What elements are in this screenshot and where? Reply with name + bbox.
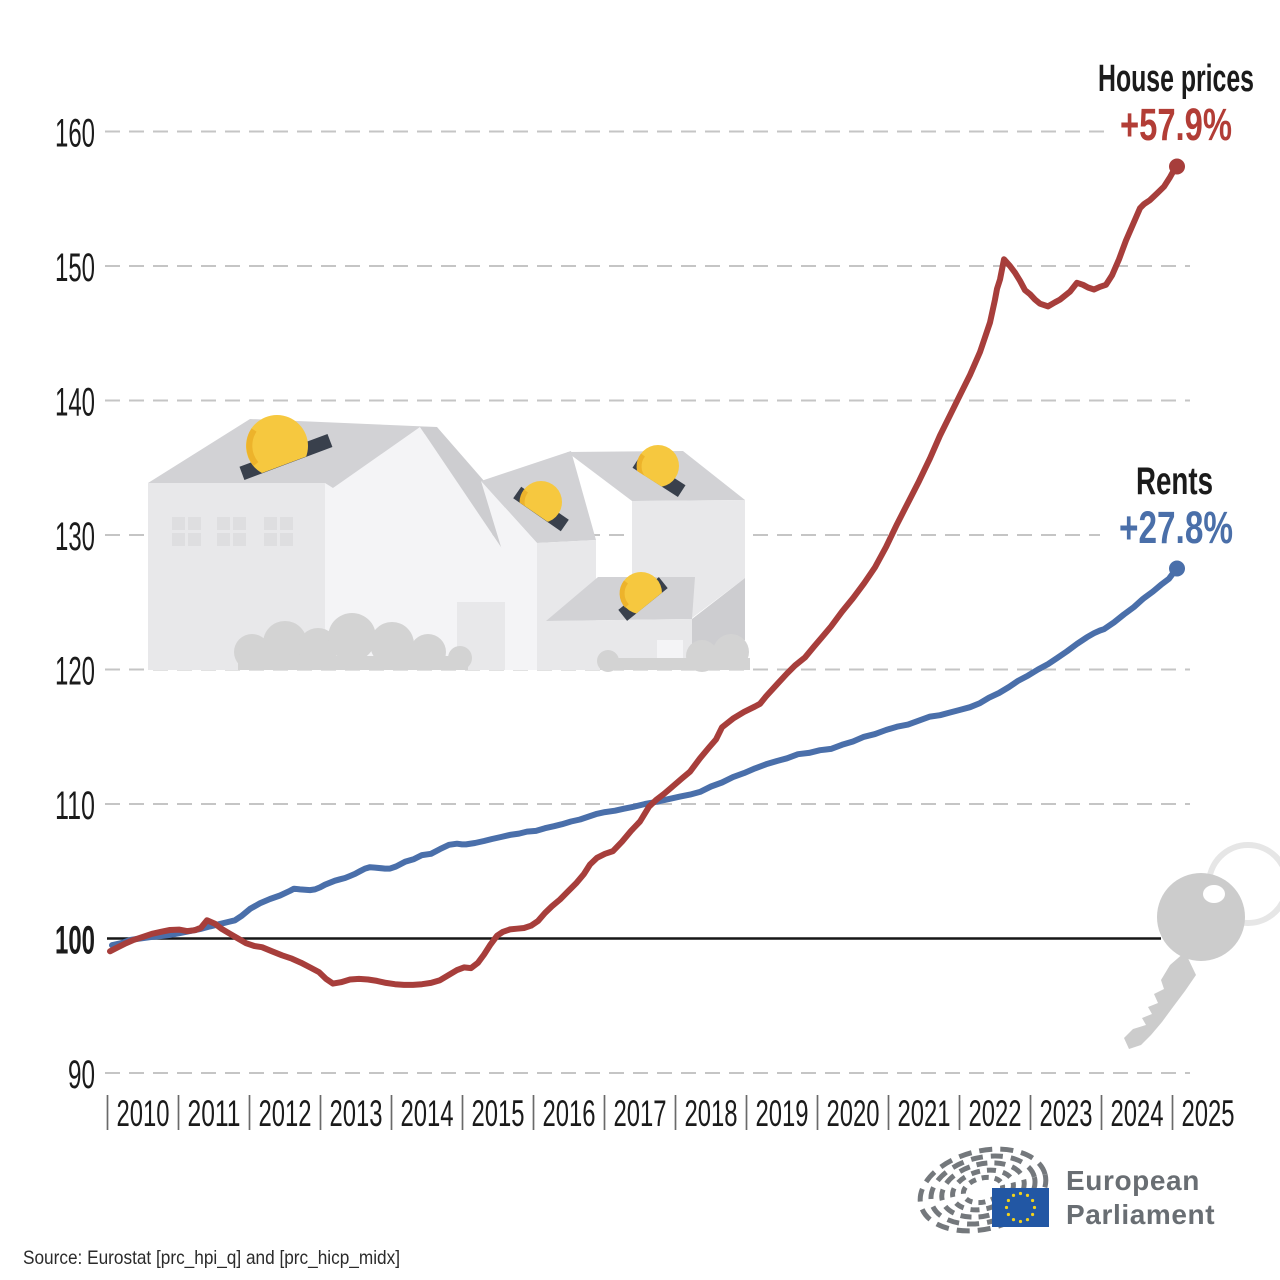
svg-text:2011: 2011 [188, 1093, 241, 1134]
svg-text:Source: Eurostat [prc_hpi_q] a: Source: Eurostat [prc_hpi_q] and [prc_hi… [23, 1247, 400, 1269]
svg-text:+27.8%: +27.8% [1119, 502, 1233, 553]
svg-text:2021: 2021 [898, 1093, 951, 1134]
svg-text:+57.9%: +57.9% [1120, 99, 1232, 150]
svg-text:120: 120 [55, 650, 95, 694]
svg-text:Rents: Rents [1136, 460, 1213, 503]
svg-text:2015: 2015 [472, 1093, 525, 1134]
svg-text:2018: 2018 [685, 1093, 738, 1134]
svg-text:2010: 2010 [117, 1093, 170, 1134]
svg-text:90: 90 [68, 1053, 95, 1097]
svg-text:2022: 2022 [969, 1093, 1022, 1134]
svg-text:2012: 2012 [259, 1093, 312, 1134]
svg-text:2025: 2025 [1182, 1093, 1235, 1134]
svg-text:110: 110 [55, 784, 95, 828]
svg-text:130: 130 [55, 515, 95, 559]
svg-text:2019: 2019 [756, 1093, 809, 1134]
svg-text:100: 100 [55, 919, 95, 963]
svg-text:Parliament: Parliament [1066, 1199, 1215, 1230]
svg-text:2017: 2017 [614, 1093, 667, 1134]
svg-text:European: European [1066, 1165, 1200, 1196]
svg-text:140: 140 [55, 381, 95, 425]
svg-text:2024: 2024 [1111, 1093, 1164, 1134]
svg-text:2016: 2016 [543, 1093, 596, 1134]
svg-text:2023: 2023 [1040, 1093, 1093, 1134]
svg-text:2014: 2014 [401, 1093, 454, 1134]
svg-text:2013: 2013 [330, 1093, 383, 1134]
svg-text:150: 150 [55, 246, 95, 290]
svg-text:2020: 2020 [827, 1093, 880, 1134]
svg-text:House prices: House prices [1098, 58, 1254, 100]
svg-text:160: 160 [55, 112, 95, 156]
